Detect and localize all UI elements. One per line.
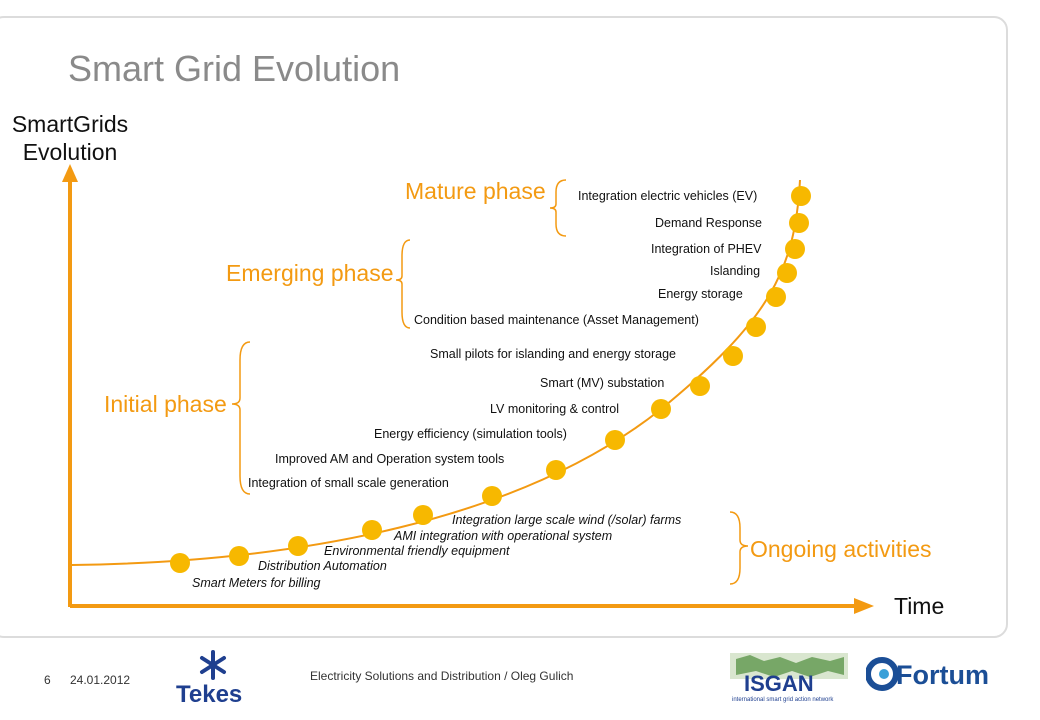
dot bbox=[482, 486, 502, 506]
ongoing-item: Distribution Automation bbox=[258, 559, 387, 573]
tekes-logo: Tekes bbox=[176, 650, 242, 706]
ongoing-item: Environmental friendly equipment bbox=[324, 544, 510, 558]
ongoing-bracket bbox=[729, 511, 749, 585]
emerging-phase-label: Emerging phase bbox=[226, 260, 394, 286]
mature-item: Islanding bbox=[710, 264, 761, 278]
initial-bracket bbox=[231, 341, 251, 495]
fortum-ring-icon bbox=[866, 657, 899, 691]
mature-item: Integration electric vehicles (EV) bbox=[578, 189, 758, 203]
initial-item: Integration of small scale generation bbox=[248, 476, 449, 490]
fortum-logo: Fortum bbox=[866, 657, 989, 691]
dot bbox=[229, 546, 249, 566]
dot bbox=[605, 430, 625, 450]
isgan-logo: ISGAN international smart grid action ne… bbox=[730, 653, 848, 703]
mature-item: Demand Response bbox=[655, 216, 763, 230]
dot bbox=[723, 346, 743, 366]
dot bbox=[362, 520, 382, 540]
dot bbox=[789, 213, 809, 233]
initial-item: Energy efficiency (simulation tools) bbox=[374, 427, 567, 441]
ongoing-item: Smart Meters for billing bbox=[192, 576, 321, 590]
tekes-star-icon bbox=[200, 650, 226, 680]
mature-bracket bbox=[549, 179, 567, 237]
mature-phase-label: Mature phase bbox=[405, 178, 546, 204]
mature-item: Integration of PHEV bbox=[651, 242, 762, 256]
y-axis-label: SmartGrids Evolution bbox=[11, 111, 129, 165]
fortum-logo-text: Fortum bbox=[896, 660, 989, 690]
isgan-subtitle: international smart grid action network bbox=[732, 697, 834, 703]
initial-phase-label: Initial phase bbox=[104, 391, 227, 417]
ongoing-activities-label: Ongoing activities bbox=[750, 536, 932, 562]
dot bbox=[746, 317, 766, 337]
y-axis-arrow bbox=[62, 164, 78, 182]
dot bbox=[288, 536, 308, 556]
dot bbox=[651, 399, 671, 419]
ongoing-item: AMI integration with operational system bbox=[394, 529, 613, 543]
x-axis-label: Time bbox=[894, 593, 945, 619]
ongoing-item: Integration large scale wind (/solar) fa… bbox=[452, 513, 682, 527]
page-title: Smart Grid Evolution bbox=[68, 48, 401, 89]
dot bbox=[766, 287, 786, 307]
x-axis-arrow bbox=[854, 598, 874, 614]
slide-frame bbox=[0, 16, 1008, 638]
footer-text: Electricity Solutions and Distribution /… bbox=[310, 669, 574, 683]
emerging-item: Small pilots for islanding and energy st… bbox=[430, 347, 676, 361]
dot bbox=[791, 186, 811, 206]
dot bbox=[413, 505, 433, 525]
emerging-bracket bbox=[395, 239, 411, 329]
curve-dots bbox=[170, 186, 811, 573]
initial-item: Improved AM and Operation system tools bbox=[275, 452, 505, 466]
dot bbox=[170, 553, 190, 573]
dot bbox=[777, 263, 797, 283]
page-number: 6 bbox=[44, 673, 51, 687]
mature-item: Energy storage bbox=[658, 287, 743, 301]
initial-item: LV monitoring & control bbox=[490, 402, 619, 416]
isgan-logo-text: ISGAN bbox=[744, 671, 814, 696]
evolution-curve bbox=[71, 179, 801, 566]
initial-item: Smart (MV) substation bbox=[540, 376, 665, 390]
dot bbox=[785, 239, 805, 259]
emerging-item: Condition based maintenance (Asset Manag… bbox=[414, 313, 699, 327]
dot bbox=[546, 460, 566, 480]
slide-date: 24.01.2012 bbox=[70, 673, 131, 687]
dot bbox=[690, 376, 710, 396]
tekes-logo-text: Tekes bbox=[176, 681, 242, 706]
